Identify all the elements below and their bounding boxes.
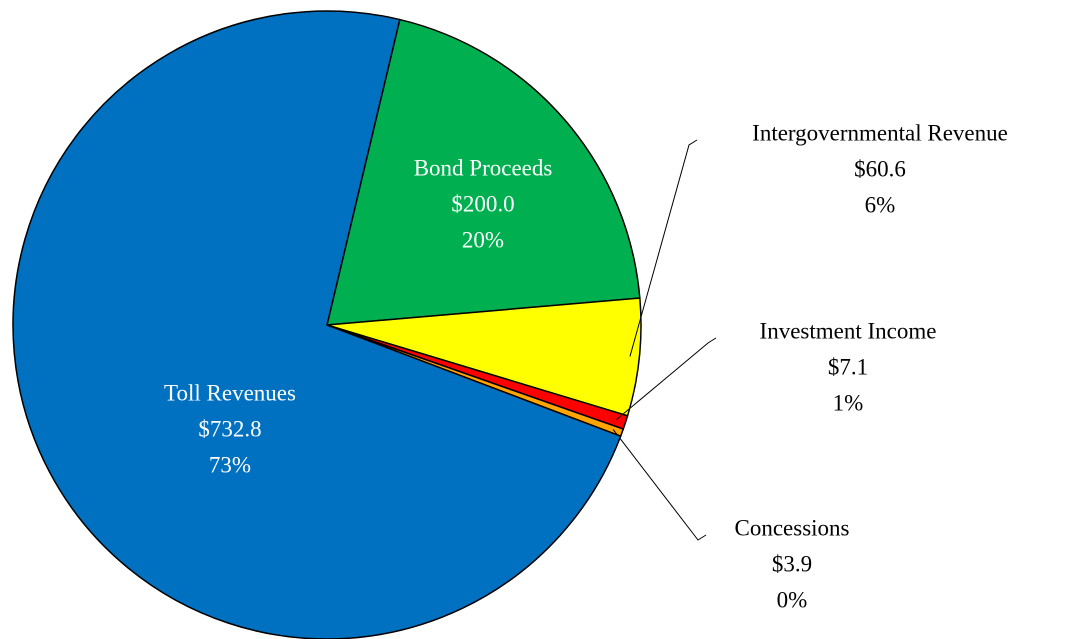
- slice-percent: 1%: [833, 390, 864, 415]
- leader-line: [612, 429, 707, 541]
- slice-value: $3.9: [772, 551, 812, 576]
- slice-label: Investment Income: [760, 318, 937, 343]
- slice-label: Bond Proceeds: [414, 155, 553, 180]
- slice-percent: 6%: [865, 192, 896, 217]
- slice-value: $7.1: [828, 354, 868, 379]
- slice-label: Intergovernmental Revenue: [752, 120, 1008, 145]
- leader-line: [616, 337, 717, 420]
- slice-percent: 20%: [462, 227, 504, 252]
- slice-value: $60.6: [854, 156, 906, 181]
- pie-slice: [326, 18, 641, 326]
- slice-label: Toll Revenues: [164, 380, 296, 405]
- slice-percent: 0%: [777, 587, 808, 612]
- slice-label: Concessions: [735, 515, 850, 540]
- pie-slice: [12, 10, 622, 639]
- slice-value: $200.0: [451, 191, 514, 216]
- leader-line: [629, 139, 698, 357]
- pie-slice: [326, 297, 642, 417]
- slice-percent: 73%: [209, 452, 251, 477]
- slice-value: $732.8: [198, 416, 261, 441]
